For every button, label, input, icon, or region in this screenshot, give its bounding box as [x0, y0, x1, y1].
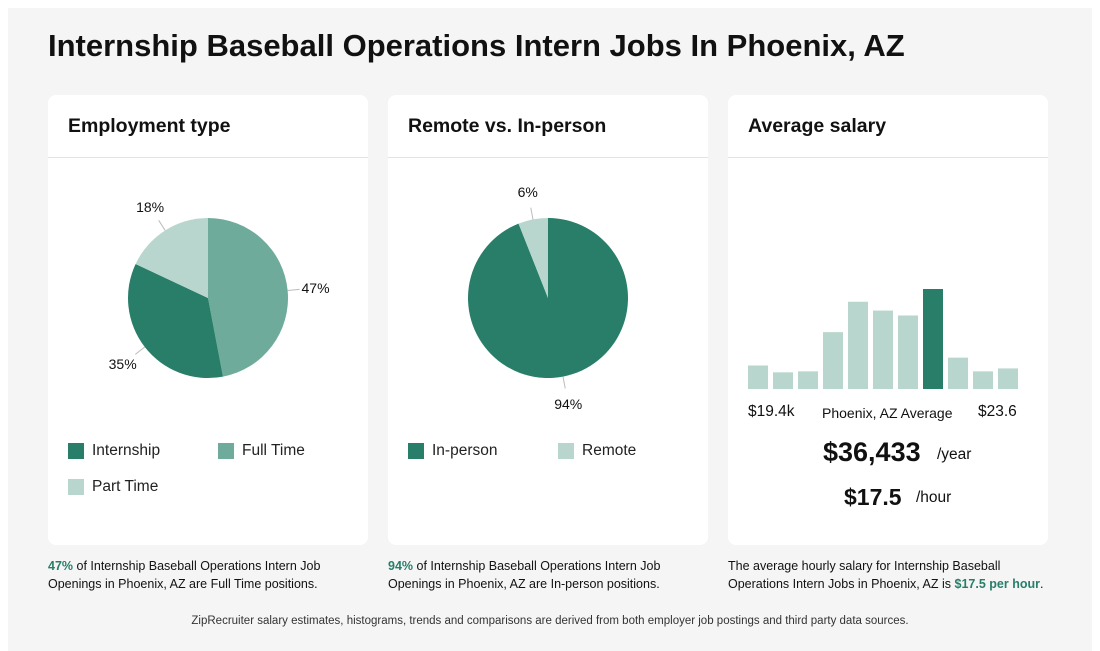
employment-pie-chart: 47% 35% 18%: [109, 199, 330, 378]
remote-title: Remote vs. In-person: [408, 115, 607, 137]
histogram-bar: [973, 371, 993, 389]
yearly-salary-unit: /year: [937, 446, 972, 463]
pie-label-full-time: 47%: [302, 280, 330, 296]
pie-leader-line: [562, 376, 566, 389]
salary-max-label: $23.6: [978, 403, 1017, 420]
legend-label-in-person: In-person: [432, 442, 498, 459]
legend-label-internship: Internship: [92, 442, 161, 459]
legend-label-part-time: Part Time: [92, 478, 159, 495]
pie-label-internship: 35%: [109, 356, 137, 372]
remote-caption-highlight: 94%: [388, 559, 414, 573]
histogram-bar: [798, 371, 818, 389]
hourly-salary-value: $17.5: [844, 484, 902, 510]
yearly-salary-value: $36,433: [823, 437, 921, 467]
histogram-bar: [898, 315, 918, 389]
salary-caption-text: The average hourly salary for Internship…: [728, 559, 1001, 591]
remote-pie-chart: 94% 6%: [468, 184, 628, 412]
remote-caption: 94% of Internship Baseball Operations In…: [388, 557, 708, 593]
card-divider: [388, 157, 708, 158]
pie-slice-full-time: [208, 218, 288, 377]
pie-leader-line: [530, 207, 534, 220]
pie-slice-part-time: [135, 218, 208, 298]
page-title: Internship Baseball Operations Intern Jo…: [48, 28, 905, 63]
pie-label-in-person: 94%: [554, 396, 582, 412]
employment-caption-highlight: 47%: [48, 559, 74, 573]
legend-swatch-full-time: [218, 443, 234, 459]
histogram-bar: [873, 310, 893, 389]
pie-leader-line: [287, 288, 300, 291]
remote-caption-text: of Internship Baseball Operations Intern…: [388, 559, 661, 591]
legend-remote: Remote: [558, 442, 636, 460]
legend-part-time: Part Time: [68, 478, 158, 496]
pie-label-remote: 6%: [518, 184, 538, 200]
salary-histogram: [748, 289, 1018, 389]
legend-swatch-remote: [558, 443, 574, 459]
salary-caption-end: .: [1039, 577, 1044, 591]
average-salary-card: Average salary $19.4k Phoenix, AZ Averag…: [728, 95, 1048, 545]
legend-swatch-internship: [68, 443, 84, 459]
legend-in-person: In-person: [408, 442, 497, 460]
legend-swatch-in-person: [408, 443, 424, 459]
histogram-bar: [748, 365, 768, 389]
histogram-bar: [998, 368, 1018, 389]
employment-type-title: Employment type: [68, 115, 231, 137]
footer-note: ZipRecruiter salary estimates, histogram…: [191, 615, 909, 627]
average-salary-title: Average salary: [748, 115, 887, 137]
salary-caption: The average hourly salary for Internship…: [728, 557, 1048, 593]
card-divider: [728, 157, 1048, 158]
employment-caption-text: of Internship Baseball Operations Intern…: [48, 559, 321, 591]
histogram-bar: [823, 332, 843, 389]
salary-min-label: $19.4k: [748, 403, 795, 420]
legend-swatch-part-time: [68, 479, 84, 495]
histogram-bar: [848, 301, 868, 389]
legend-label-full-time: Full Time: [242, 442, 305, 459]
pie-leader-line: [158, 220, 166, 231]
pie-leader-line: [134, 346, 146, 355]
histogram-bar-highlight: [923, 289, 943, 389]
histogram-bar: [773, 372, 793, 389]
remote-card: Remote vs. In-person 94% 6% In-person Rem…: [388, 95, 708, 545]
legend-label-remote: Remote: [582, 442, 637, 459]
employment-caption: 47% of Internship Baseball Operations In…: [48, 557, 368, 593]
card-divider: [48, 157, 368, 158]
employment-type-card: Employment type 47% 35% 18% Internship Ful…: [48, 95, 368, 545]
histogram-bar: [948, 357, 968, 389]
pie-label-part-time: 18%: [136, 199, 164, 215]
salary-caption-highlight: $17.5 per hour: [954, 577, 1040, 591]
legend-internship: Internship: [68, 442, 160, 460]
pie-slice-remote: [518, 218, 548, 298]
pie-slice-internship: [128, 263, 223, 378]
hourly-salary-unit: /hour: [916, 489, 952, 506]
legend-full-time: Full Time: [218, 442, 305, 460]
salary-average-label: Phoenix, AZ Average: [822, 405, 953, 421]
